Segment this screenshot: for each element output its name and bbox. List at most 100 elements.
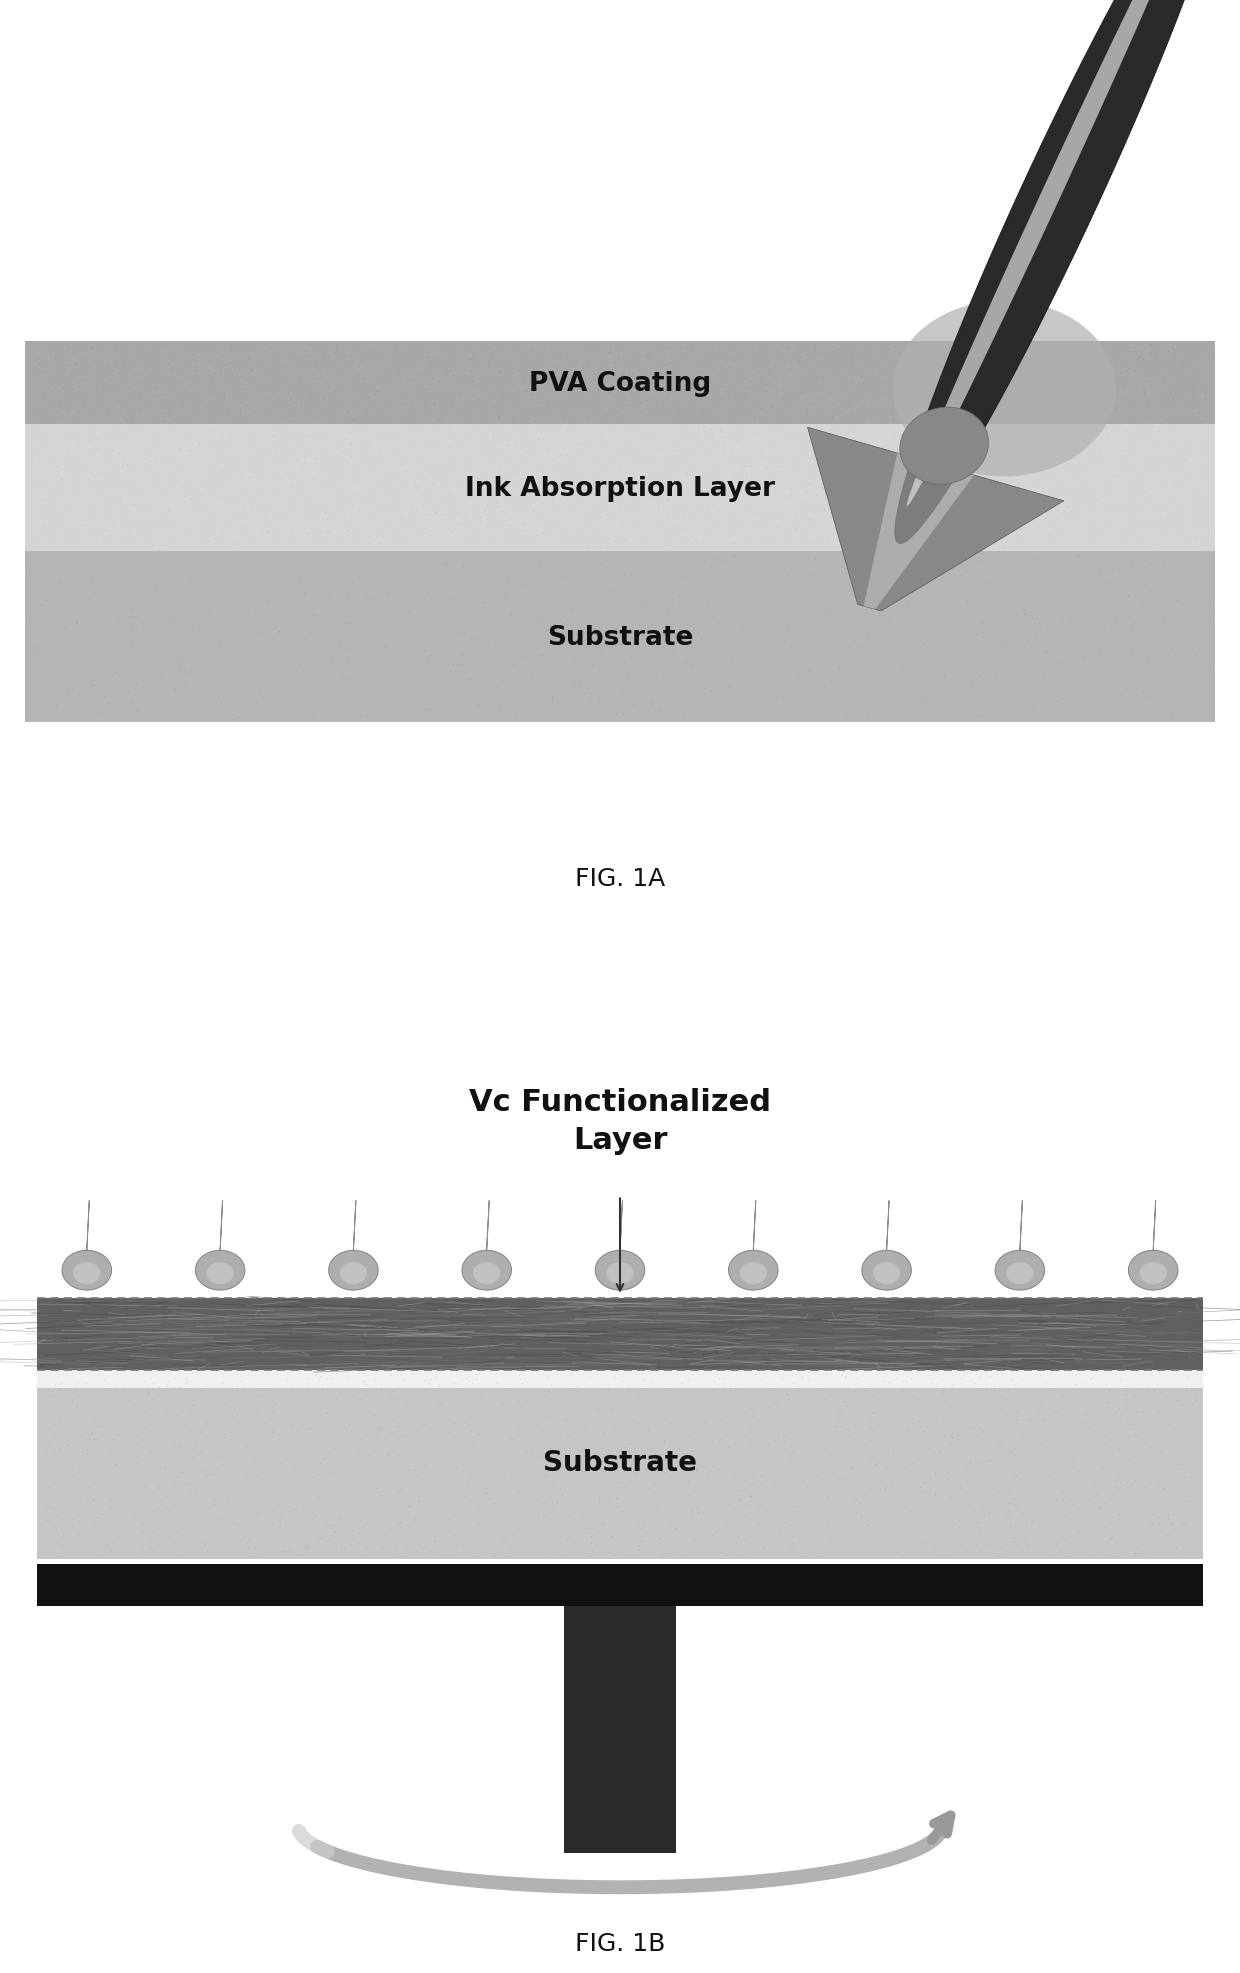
Point: [41, 339, 61, 371]
Point: [569, 562, 589, 594]
Point: [911, 1411, 931, 1442]
Point: [668, 391, 688, 422]
Point: [387, 1411, 407, 1442]
Point: [123, 454, 143, 485]
Point: [1047, 1527, 1066, 1559]
Point: [1102, 1521, 1122, 1553]
Point: [469, 1507, 489, 1539]
Point: [1042, 521, 1061, 552]
Point: [994, 495, 1014, 527]
Point: [472, 620, 492, 651]
Point: [1174, 700, 1194, 732]
Point: [374, 1472, 394, 1503]
Point: [30, 631, 50, 663]
Point: [273, 1535, 293, 1567]
Point: [595, 404, 615, 436]
Point: [802, 558, 822, 590]
Point: [143, 1535, 162, 1567]
Point: [1037, 1531, 1056, 1563]
Point: [988, 1494, 1008, 1525]
Point: [244, 420, 264, 452]
Point: [1011, 1454, 1030, 1486]
Point: [544, 351, 564, 383]
Point: [161, 521, 181, 552]
Point: [873, 513, 893, 545]
Point: [1064, 1444, 1084, 1476]
Point: [1095, 1419, 1115, 1450]
Point: [249, 1498, 269, 1529]
Point: [56, 1357, 76, 1389]
Point: [37, 1505, 57, 1537]
Point: [108, 1397, 128, 1428]
Point: [720, 511, 740, 543]
Point: [103, 1423, 123, 1454]
Point: [125, 359, 145, 391]
Point: [1154, 548, 1174, 580]
Point: [511, 446, 531, 477]
Point: [761, 681, 781, 712]
Point: [1187, 523, 1207, 554]
Point: [801, 420, 821, 452]
Point: [678, 1365, 698, 1397]
Point: [579, 685, 599, 716]
Point: [775, 1426, 795, 1458]
Point: [1184, 389, 1204, 420]
FancyBboxPatch shape: [25, 424, 1215, 552]
Point: [228, 363, 248, 395]
Point: [759, 1492, 779, 1523]
Point: [336, 1482, 356, 1513]
Point: [1127, 495, 1147, 527]
Point: [1172, 442, 1192, 474]
Point: [79, 584, 99, 616]
Point: [1042, 527, 1061, 558]
Point: [114, 347, 134, 379]
Point: [970, 659, 990, 691]
Point: [461, 633, 481, 665]
Point: [970, 519, 990, 550]
Point: [1105, 331, 1125, 363]
Point: [439, 1468, 459, 1499]
Point: [308, 353, 327, 385]
Point: [453, 649, 472, 681]
Point: [37, 426, 57, 458]
Point: [986, 377, 1006, 408]
Point: [177, 1387, 197, 1419]
Point: [1195, 430, 1215, 462]
Point: [436, 635, 456, 667]
Point: [734, 1421, 754, 1452]
Point: [882, 456, 901, 487]
Point: [905, 466, 925, 497]
Point: [269, 440, 289, 472]
Point: [951, 1531, 971, 1563]
Point: [93, 525, 113, 556]
Point: [32, 675, 52, 706]
Point: [237, 406, 257, 438]
Point: [626, 416, 646, 448]
Point: [98, 351, 118, 383]
Point: [1189, 387, 1209, 418]
Point: [634, 556, 653, 588]
Point: [1055, 552, 1075, 584]
Point: [779, 616, 799, 647]
Point: [322, 1527, 342, 1559]
Point: [574, 1434, 594, 1466]
Point: [414, 1409, 434, 1440]
Point: [870, 568, 890, 600]
Point: [1145, 1499, 1164, 1531]
Point: [211, 397, 231, 428]
Point: [402, 661, 422, 693]
Point: [552, 454, 572, 485]
Point: [688, 675, 708, 706]
Point: [591, 1509, 611, 1541]
Point: [967, 335, 987, 367]
Point: [403, 363, 423, 395]
Point: [1087, 393, 1107, 424]
Point: [376, 602, 396, 633]
Point: [931, 361, 951, 393]
Point: [843, 353, 863, 385]
Point: [122, 1503, 141, 1535]
Point: [262, 1415, 281, 1446]
Point: [110, 399, 130, 430]
Point: [877, 1513, 897, 1545]
Point: [859, 1501, 879, 1533]
